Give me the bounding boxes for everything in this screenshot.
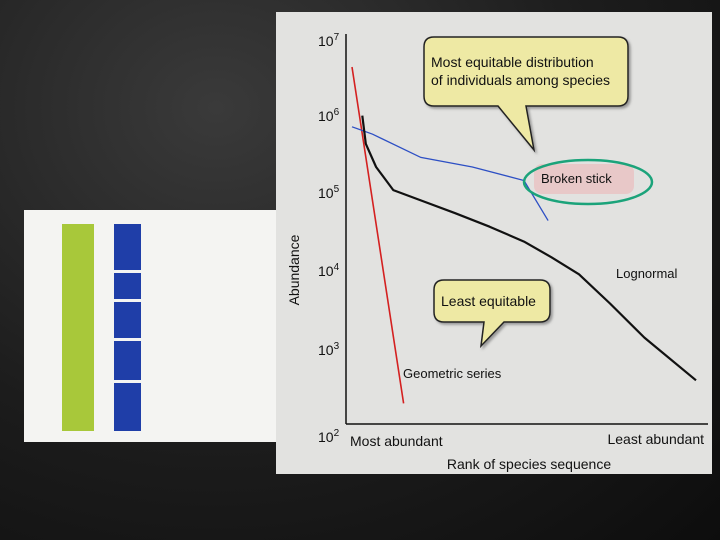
blue-bar-segment [114,383,141,431]
x-min-label: Most abundant [350,433,443,449]
lognormal-label: Lognormal [616,266,678,281]
geometric-series-line [351,66,405,404]
green-bar [62,224,94,431]
broken-stick-label-box [534,164,634,194]
blue-bar-segment [114,273,141,299]
y-tick-labels: 102 103 104 105 106 107 [318,32,340,445]
x-max-label: Least abundant [607,431,704,447]
blue-bar-segment [114,224,141,270]
x-axis-title: Rank of species sequence [447,456,611,472]
least-equitable-text: Least equitable [441,293,536,309]
y-tick-label: 107 [318,32,340,49]
y-axis-title: Abundance [286,234,302,305]
most-equitable-line-2: of individuals among species [431,72,610,88]
chart-svg: Most equitable distribution of individua… [286,32,708,472]
y-tick-label: 106 [318,107,340,124]
equitability-bars-panel [24,210,280,442]
most-equitable-callout: Most equitable distribution of individua… [423,36,629,153]
rank-abundance-chart: Most equitable distribution of individua… [276,12,712,474]
lognormal-line [361,115,697,382]
y-tick-label: 104 [318,262,340,279]
blue-bar-segment [114,302,141,338]
most-equitable-line-1: Most equitable distribution [431,54,594,70]
broken-stick-highlight-ellipse [522,158,654,206]
broken-stick-line [351,126,549,221]
least-equitable-callout: Least equitable [433,279,551,349]
y-tick-label: 102 [318,428,340,445]
y-tick-label: 105 [318,184,340,201]
broken-stick-label: Broken stick [541,171,612,186]
blue-bar-segment [114,341,141,380]
y-tick-label: 103 [318,341,340,358]
geometric-series-label: Geometric series [403,366,502,381]
